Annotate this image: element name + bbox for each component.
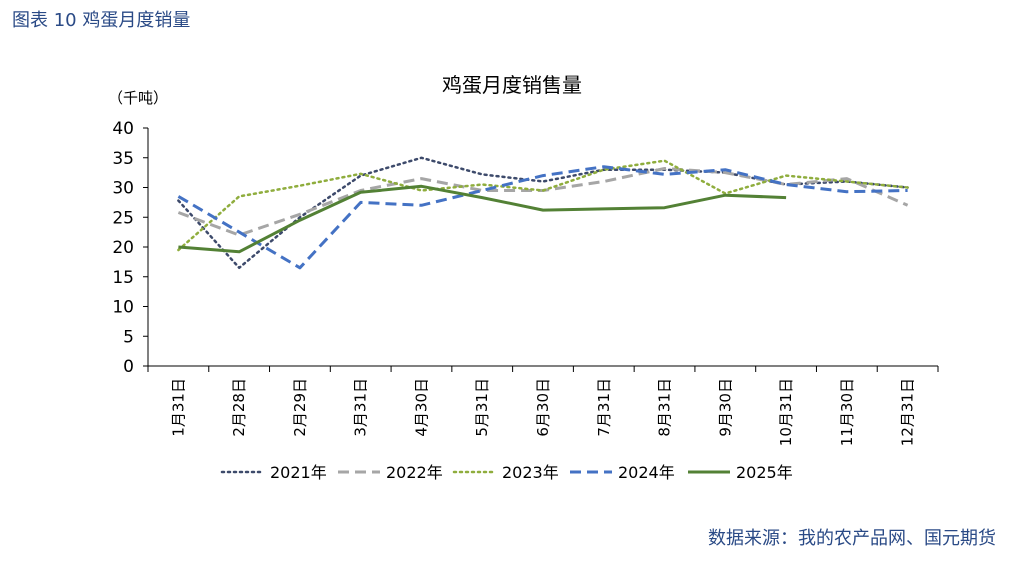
y-tick-label: 20 — [112, 238, 134, 258]
legend-label: 2021年 — [270, 463, 327, 482]
x-tick-label: 9月30日 — [716, 378, 734, 437]
y-axis-unit-label: （千吨） — [108, 89, 168, 107]
y-tick-label: 25 — [112, 208, 134, 228]
legend-label: 2022年 — [386, 463, 443, 482]
y-tick-label: 30 — [112, 179, 134, 199]
series-layer — [177, 156, 909, 270]
legend: 2021年 2022年 2023年 2024年 2025年 — [220, 463, 793, 482]
x-tick-label: 1月31日 — [169, 378, 187, 437]
x-tick-label: 7月31日 — [595, 378, 613, 437]
series-line-2021年 — [177, 156, 909, 270]
x-tick-label: 12月31日 — [899, 378, 917, 446]
series-line-2025年 — [178, 184, 787, 254]
x-tick-label: 3月31日 — [352, 378, 370, 437]
legend-label: 2024年 — [618, 463, 675, 482]
legend-label: 2023年 — [502, 463, 559, 482]
x-tick-label: 10月31日 — [777, 378, 795, 446]
x-tick-label: 2月28日 — [230, 378, 248, 437]
data-source-note: 数据来源：我的农产品网、国元期货 — [708, 528, 996, 549]
x-tick-label: 2月29日 — [291, 378, 309, 437]
y-tick-label: 5 — [123, 327, 134, 347]
y-tick-label: 40 — [112, 119, 134, 139]
x-tick-label: 4月30日 — [412, 378, 430, 437]
axes: 0 5 10 15 20 25 30 35 40 1月31日 2月28日 2月29日 3月31日 4月30… — [112, 119, 939, 446]
y-tick-label: 35 — [112, 149, 134, 169]
legend-label: 2025年 — [736, 463, 793, 482]
series-line-2023年 — [177, 159, 909, 252]
figure-label: 图表 10 鸡蛋月度销量 — [12, 10, 191, 31]
x-tick-label: 8月31日 — [656, 378, 674, 437]
y-tick-label: 10 — [112, 298, 134, 318]
x-tick-label: 5月31日 — [473, 378, 491, 437]
y-tick-label: 0 — [123, 357, 134, 377]
chart-title: 鸡蛋月度销售量 — [442, 73, 582, 97]
y-tick-label: 15 — [112, 268, 134, 288]
x-tick-label: 11月30日 — [838, 378, 856, 446]
series-line-2024年 — [177, 165, 908, 270]
x-tick-label: 6月30日 — [534, 378, 552, 437]
